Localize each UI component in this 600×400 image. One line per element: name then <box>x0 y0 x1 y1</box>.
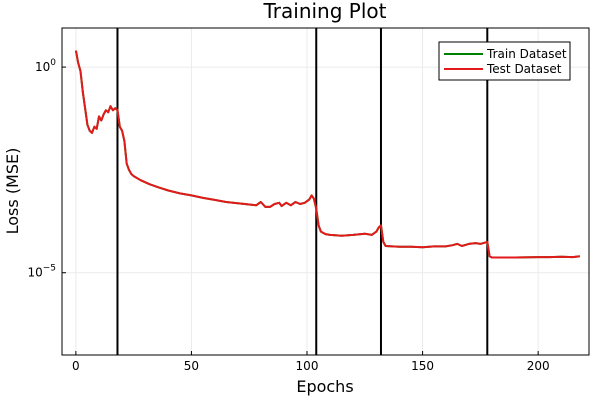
y-axis-ticks: 100 10−5 <box>27 58 66 280</box>
x-tick-label: 100 <box>296 359 319 373</box>
x-tick-label: 50 <box>184 359 199 373</box>
x-axis-label: Epochs <box>296 377 353 396</box>
chart-title: Training Plot <box>263 0 387 23</box>
legend-box <box>438 41 571 81</box>
y-axis-label: Loss (MSE) <box>3 148 22 235</box>
y-tick-label: 10−5 <box>27 264 56 280</box>
epoch-markers <box>116 28 489 355</box>
legend: Train Dataset Test Dataset <box>438 41 571 81</box>
x-tick-label: 200 <box>527 359 550 373</box>
y-tick-label: 100 <box>35 58 56 74</box>
legend-label-train: Train Dataset <box>486 47 567 61</box>
legend-label-test: Test Dataset <box>486 62 562 76</box>
series-lines <box>74 50 580 259</box>
x-tick-label: 150 <box>411 359 434 373</box>
x-tick-label: 0 <box>72 359 80 373</box>
plot-frame <box>61 27 590 356</box>
series-line-1 <box>74 50 580 259</box>
x-axis-ticks: 0 50 100 150 200 <box>72 351 550 373</box>
